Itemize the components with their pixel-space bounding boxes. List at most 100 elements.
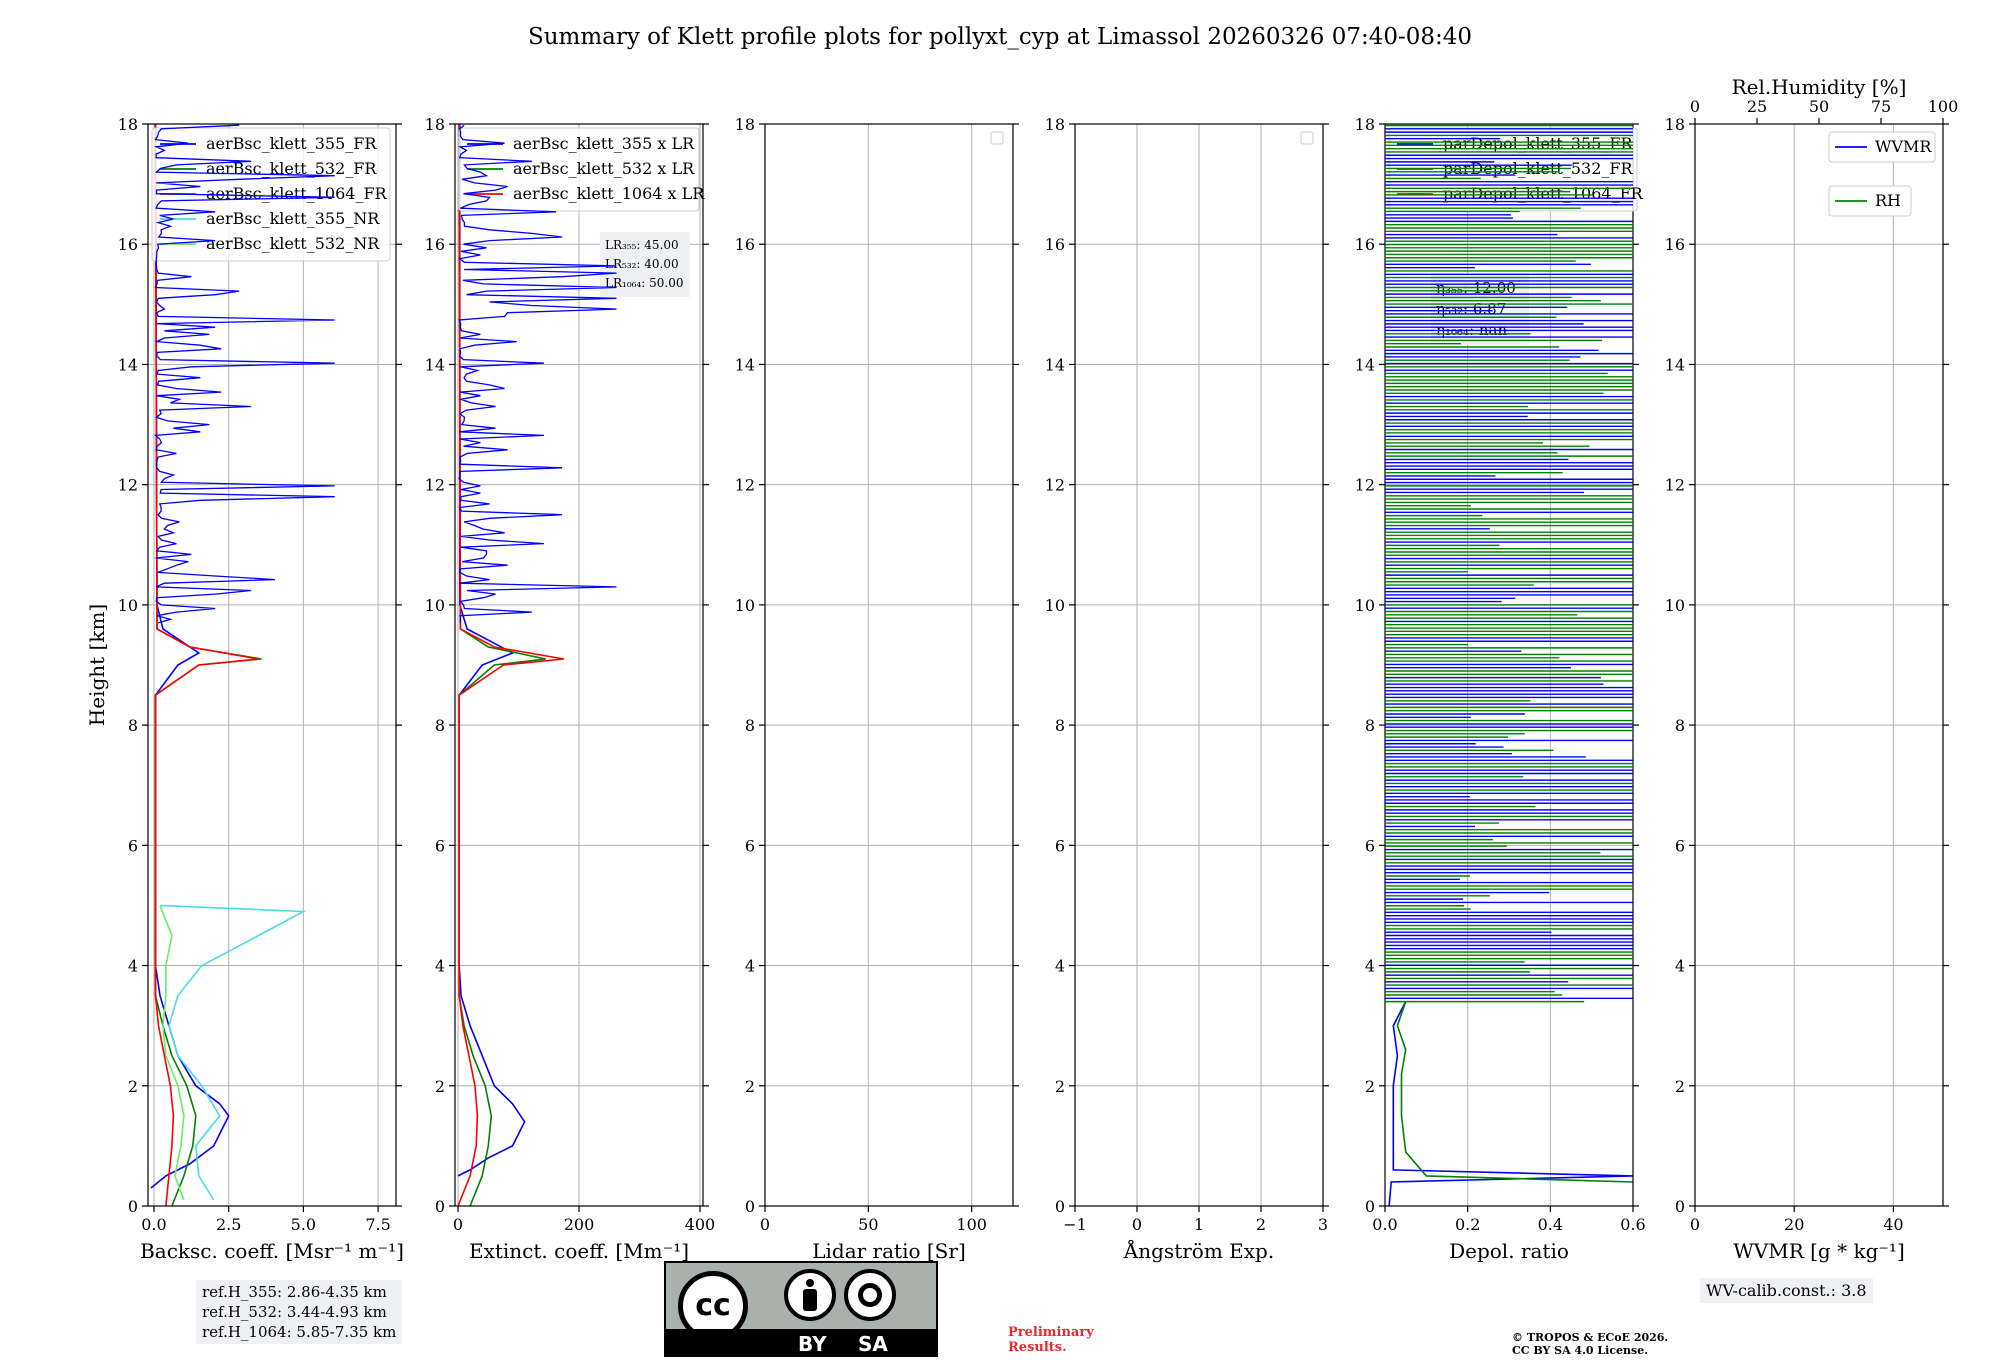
legend-box — [151, 127, 391, 262]
y-axis-label: Height [km] — [85, 604, 109, 726]
legend-label: aerBsc_klett_532_NR — [206, 234, 380, 253]
empty-legend-box — [1300, 131, 1314, 145]
y-tick-label: 4 — [1365, 957, 1375, 976]
top-x-tick-label: 75 — [1871, 97, 1891, 116]
legend-label: aerBsc_klett_355 x LR — [513, 134, 695, 153]
y-tick-label: 6 — [435, 836, 445, 855]
y-tick-label: 4 — [745, 957, 755, 976]
panel-lr: 0 2 4 6 8 10 12 14 16 18 0 50 100 Lidar ratio [Sr] — [735, 115, 1019, 1263]
y-tick-label: 10 — [1665, 596, 1685, 615]
y-tick-label: 0 — [435, 1197, 445, 1216]
y-tick-label: 4 — [1675, 957, 1685, 976]
y-tick-label: 12 — [425, 476, 445, 495]
x-tick-label: 400 — [685, 1215, 716, 1234]
series-aerBsc_klett_532_NR — [159, 905, 185, 1201]
x-tick-label: 200 — [564, 1215, 595, 1234]
y-tick-label: 8 — [745, 716, 755, 735]
x-tick-label: −1 — [1063, 1215, 1087, 1234]
panel-wv: 0 2 4 6 8 10 12 14 16 18 0 20 40 WVMR [g * kg⁻¹] 0 25 50… — [1665, 75, 1959, 1263]
legend-label: RH — [1875, 191, 1901, 210]
y-tick-label: 2 — [1365, 1077, 1375, 1096]
y-tick-label: 16 — [1665, 235, 1685, 254]
copyright-note: © TROPOS & ECoE 2026. CC BY SA 4.0 Licen… — [1512, 1331, 1669, 1357]
series-parDepol_klett_532_FR — [1396, 1001, 1633, 1183]
noise-series — [153, 124, 335, 624]
wv-calibration-text: WV-calib.const.: 3.8 — [1706, 1281, 1867, 1300]
x-tick-label: 0.4 — [1538, 1215, 1563, 1234]
y-tick-label: 2 — [128, 1077, 138, 1096]
license-label-bar: BY SA — [756, 1329, 936, 1356]
top-x-tick-label: 0 — [1690, 97, 1700, 116]
legend-box — [1828, 185, 1912, 217]
panel-bsc: 0 2 4 6 8 10 12 14 16 18 0.0 2.5 5.0 7.5 Backsc. coeff… — [85, 115, 404, 1263]
y-tick-label: 6 — [1365, 836, 1375, 855]
legend-box — [458, 127, 700, 212]
x-tick-label: 3 — [1318, 1215, 1328, 1234]
y-tick-label: 10 — [425, 596, 445, 615]
legend-label: aerBsc_klett_532 x LR — [513, 159, 695, 178]
ref-height-1064: ref.H_1064: 5.85-7.35 km — [202, 1323, 397, 1341]
x-axis-label: Extinct. coeff. [Mm⁻¹] — [469, 1239, 689, 1263]
y-tick-label: 14 — [1665, 355, 1685, 374]
x-tick-label: 20 — [1784, 1215, 1804, 1234]
y-tick-label: 10 — [1355, 596, 1375, 615]
y-tick-label: 10 — [735, 596, 755, 615]
y-tick-label: 8 — [128, 716, 138, 735]
y-tick-label: 6 — [745, 836, 755, 855]
series-aerBsc_klett_1064 x LR — [457, 124, 565, 1206]
legend-label: aerBsc_klett_355_FR — [206, 134, 377, 153]
y-tick-label: 8 — [1055, 716, 1065, 735]
y-tick-label: 8 — [1675, 716, 1685, 735]
x-tick-label: 0.6 — [1620, 1215, 1645, 1234]
annotation-line: LR₁₀₆₄: 50.00 — [605, 276, 683, 290]
by-label: BY — [798, 1332, 827, 1356]
y-tick-label: 16 — [118, 235, 138, 254]
legend-label: parDepol_klett_355_FR — [1443, 134, 1634, 153]
series-aerBsc_klett_355_NR — [159, 904, 307, 1201]
series-aerBsc_klett_1064_FR — [154, 124, 259, 1206]
y-tick-label: 6 — [1055, 836, 1065, 855]
y-tick-label: 6 — [1675, 836, 1685, 855]
sa-share-icon — [844, 1269, 896, 1321]
legend-label: WVMR — [1875, 137, 1932, 156]
y-tick-label: 8 — [435, 716, 445, 735]
empty-legend-box — [990, 131, 1004, 145]
x-tick-label: 2.5 — [216, 1215, 241, 1234]
by-person-icon — [784, 1269, 836, 1321]
ref-height-355: ref.H_355: 2.86-4.35 km — [202, 1283, 387, 1301]
y-tick-label: 16 — [425, 235, 445, 254]
axes-frame — [1694, 123, 1944, 1207]
axes-frame — [764, 123, 1014, 1207]
y-tick-label: 0 — [128, 1197, 138, 1216]
x-tick-label: 0.2 — [1455, 1215, 1480, 1234]
y-tick-label: 14 — [1355, 355, 1375, 374]
y-tick-label: 10 — [118, 596, 138, 615]
top-x-tick-label: 25 — [1747, 97, 1767, 116]
y-tick-label: 0 — [1675, 1197, 1685, 1216]
y-tick-label: 6 — [128, 836, 138, 855]
y-tick-label: 12 — [735, 476, 755, 495]
legend-label: parDepol_klett_1064_FR — [1443, 184, 1644, 203]
cc-license-badge: cc BY SA — [664, 1261, 938, 1357]
x-axis-label: Ångström Exp. — [1123, 1238, 1274, 1263]
legend-box — [1828, 131, 1936, 163]
y-tick-label: 18 — [1665, 115, 1685, 134]
legend-label: aerBsc_klett_532_FR — [206, 159, 377, 178]
y-tick-label: 18 — [425, 115, 445, 134]
series-parDepol_klett_355_FR — [1388, 1001, 1633, 1206]
y-tick-label: 18 — [735, 115, 755, 134]
x-tick-label: 5.0 — [291, 1215, 316, 1234]
top-x-tick-label: 100 — [1928, 97, 1959, 116]
top-x-axis-label: Rel.Humidity [%] — [1732, 75, 1907, 99]
y-tick-label: 0 — [1365, 1197, 1375, 1216]
panel-ext: 0 2 4 6 8 10 12 14 16 18 0 200 400 Extinct. coeff. [M… — [425, 115, 716, 1263]
wv-calibration-box: WV-calib.const.: 3.8 — [1700, 1278, 1873, 1303]
y-tick-label: 4 — [1055, 957, 1065, 976]
y-tick-label: 4 — [128, 957, 138, 976]
y-tick-label: 10 — [1045, 596, 1065, 615]
x-axis-label: Backsc. coeff. [Msr⁻¹ m⁻¹] — [140, 1239, 404, 1263]
y-tick-label: 0 — [1055, 1197, 1065, 1216]
y-tick-label: 16 — [735, 235, 755, 254]
y-tick-label: 18 — [1045, 115, 1065, 134]
